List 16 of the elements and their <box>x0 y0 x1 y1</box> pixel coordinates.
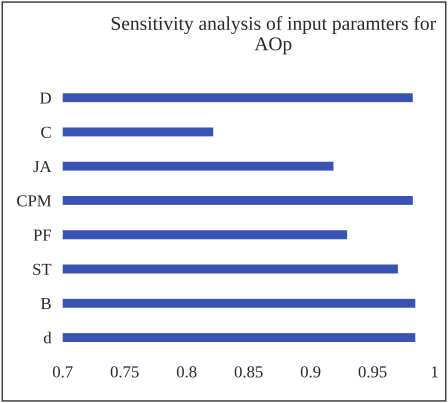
y-tick-label: D <box>40 92 51 104</box>
x-tick-label: 1 <box>432 366 438 378</box>
chart-title: Sensitivity analysis of input paramters for AOp <box>112 16 436 54</box>
y-tick-label: JA <box>33 161 52 172</box>
x-tick-label: 0.75 <box>110 366 139 378</box>
x-tick-label: 0.7 <box>52 366 73 378</box>
x-tick-label: 0.8 <box>176 366 196 378</box>
x-tick-label: 0.95 <box>358 366 387 378</box>
y-tick-label: d <box>44 332 52 344</box>
x-tick-label: 0.9 <box>300 366 320 378</box>
y-tick-label: CPM <box>17 195 52 206</box>
x-tick-label: 0.85 <box>234 366 263 378</box>
y-tick-label: PF <box>34 230 52 241</box>
y-tick-label: B <box>40 298 51 310</box>
y-tick-label: C <box>41 126 51 138</box>
y-tick-label: ST <box>33 264 52 275</box>
